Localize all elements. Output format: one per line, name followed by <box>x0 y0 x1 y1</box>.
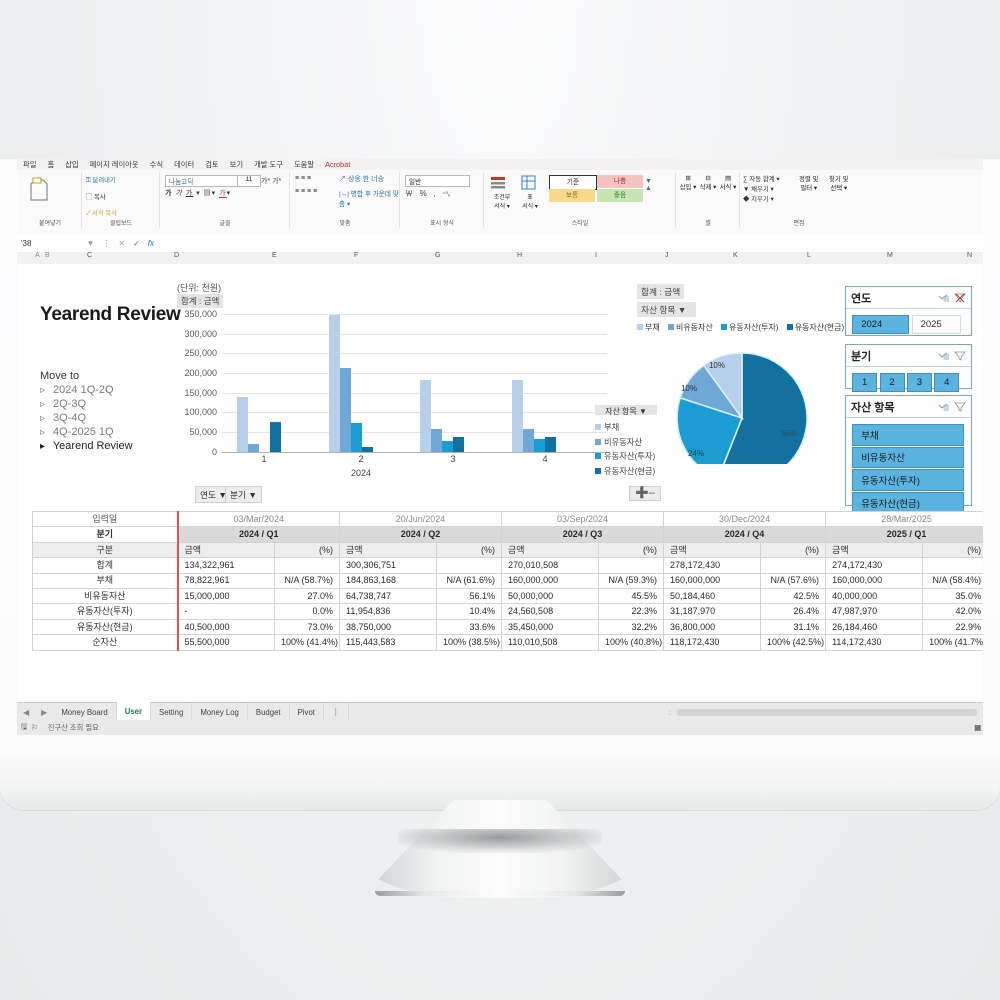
svg-text:10%: 10% <box>709 361 725 370</box>
svg-text:56%: 56% <box>781 429 797 438</box>
svg-text:10%: 10% <box>681 384 697 393</box>
svg-text:24%: 24% <box>688 449 704 458</box>
